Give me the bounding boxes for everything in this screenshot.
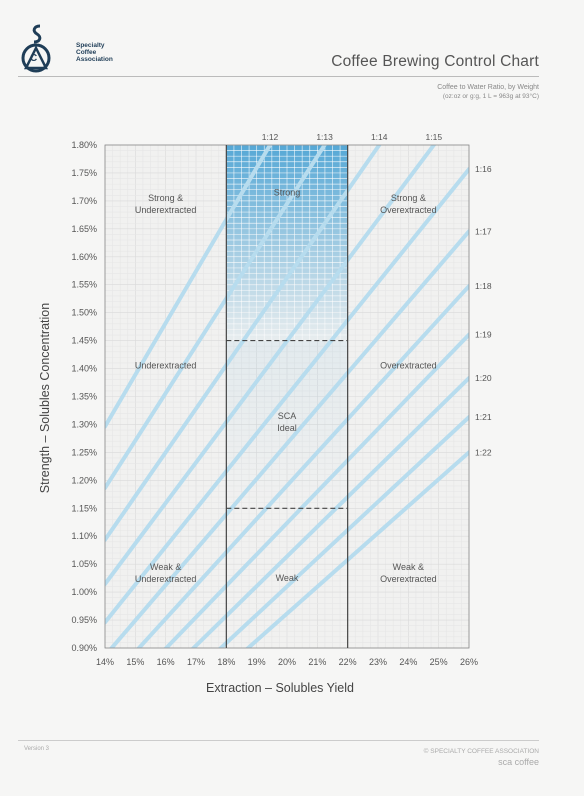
ratio-label: 1:20 xyxy=(475,373,492,383)
y-tick-label: 1.55% xyxy=(71,280,97,290)
x-tick-label: 25% xyxy=(430,657,448,667)
y-tick-label: 0.90% xyxy=(71,643,97,653)
ratio-line xyxy=(190,376,469,648)
ratio-line xyxy=(245,450,469,648)
region-label: Underextracted xyxy=(135,205,197,215)
org-line1: Specialty xyxy=(76,42,105,49)
title-divider xyxy=(18,76,539,77)
brand-name: sca coffee xyxy=(498,757,539,767)
sca-logo: C Specialty Coffee Association xyxy=(20,22,113,76)
y-axis-label: Strength – Solubles Concentration xyxy=(38,303,52,493)
y-tick-label: 1.50% xyxy=(71,308,97,318)
ratio-label: 1:18 xyxy=(475,281,492,291)
region-label: Underextracted xyxy=(135,574,197,584)
ratio-label: 1:13 xyxy=(316,132,333,142)
region-label: Strong xyxy=(274,187,301,197)
ratio-line xyxy=(105,145,382,542)
sca-logo-mark: C xyxy=(21,24,51,73)
y-tick-label: 1.35% xyxy=(71,392,97,402)
region-label: Overextracted xyxy=(380,205,437,215)
x-tick-label: 23% xyxy=(369,657,387,667)
org-line3: Association xyxy=(76,56,113,63)
plot-border xyxy=(104,144,470,649)
region-label: Strong & xyxy=(148,193,183,203)
ratio-label: 1:16 xyxy=(475,164,492,174)
y-tick-label: 1.40% xyxy=(71,364,97,374)
ratio-line xyxy=(105,167,469,625)
y-tick-label: 1.45% xyxy=(71,336,97,346)
ratio-axis-title: Coffee to Water Ratio, by Weight xyxy=(437,84,539,91)
y-tick-label: 1.25% xyxy=(71,447,97,457)
x-tick-label: 15% xyxy=(126,657,144,667)
footer-divider xyxy=(18,740,539,741)
x-tick-label: 19% xyxy=(248,657,266,667)
version-label: Version 3 xyxy=(24,746,50,752)
x-tick-label: 26% xyxy=(460,657,478,667)
region-label: SCA xyxy=(278,411,297,421)
x-axis-label: Extraction – Solubles Yield xyxy=(206,681,354,695)
ratio-label: 1:22 xyxy=(475,447,492,457)
ratio-label: 1:19 xyxy=(475,330,492,340)
y-tick-label: 1.70% xyxy=(71,196,97,206)
org-line2: Coffee xyxy=(76,49,97,56)
region-label: Overextracted xyxy=(380,361,437,371)
page-title: Coffee Brewing Control Chart xyxy=(331,53,539,70)
x-tick-label: 22% xyxy=(339,657,357,667)
region-label: Weak & xyxy=(393,562,424,572)
y-tick-label: 0.95% xyxy=(71,615,97,625)
y-axis-ticks: 0.90% 0.95% 1.00% 1.05% 1.10% 1.15% 1.20% 1.25%… xyxy=(71,140,97,653)
ratio-line xyxy=(136,284,469,648)
y-tick-label: 1.00% xyxy=(71,587,97,597)
y-tick-label: 1.65% xyxy=(71,224,97,234)
region-label: Underextracted xyxy=(135,361,197,371)
region-label: Weak & xyxy=(150,562,181,572)
svg-text:C: C xyxy=(30,53,37,64)
ratio-lines xyxy=(105,145,469,648)
ratio-label: 1:15 xyxy=(426,132,443,142)
x-axis-ticks: 14% 15% 16% 17% 18% 19% 20% 21% 22% 23% 24% 25% 26% xyxy=(96,657,478,667)
y-tick-label: 1.15% xyxy=(71,503,97,513)
ratio-line xyxy=(109,229,469,648)
ratio-label: 1:12 xyxy=(262,132,279,142)
x-tick-label: 16% xyxy=(157,657,175,667)
x-tick-label: 18% xyxy=(217,657,235,667)
y-tick-label: 1.20% xyxy=(71,475,97,485)
ratio-label: 1:14 xyxy=(371,132,388,142)
copyright: © SPECIALTY COFFEE ASSOCIATION xyxy=(423,748,539,755)
ratio-line xyxy=(217,415,469,648)
plot-frame xyxy=(104,144,470,649)
ratio-line xyxy=(163,332,469,648)
ratio-label: 1:21 xyxy=(475,412,492,422)
y-tick-label: 1.30% xyxy=(71,419,97,429)
y-tick-label: 1.10% xyxy=(71,531,97,541)
x-tick-label: 20% xyxy=(278,657,296,667)
ratio-line xyxy=(105,145,273,429)
region-label: Overextracted xyxy=(380,574,437,584)
x-tick-label: 14% xyxy=(96,657,114,667)
x-tick-label: 21% xyxy=(308,657,326,667)
zones xyxy=(225,144,349,509)
y-tick-label: 1.75% xyxy=(71,168,97,178)
region-label: Ideal xyxy=(277,423,297,433)
ratio-line xyxy=(105,145,327,490)
region-label: Weak xyxy=(276,573,299,583)
y-tick-label: 1.80% xyxy=(71,140,97,150)
y-tick-label: 1.60% xyxy=(71,252,97,262)
ratio-label: 1:17 xyxy=(475,226,492,236)
ratio-axis-note: (oz:oz or g:g, 1 L = 963g at 93°C) xyxy=(442,93,539,100)
x-tick-label: 17% xyxy=(187,657,205,667)
ratio-labels: 1:12 1:13 1:14 1:15 1:16 1:17 1:18 1:19 1:20 1:21… xyxy=(262,132,492,457)
x-tick-label: 24% xyxy=(399,657,417,667)
region-label: Strong & xyxy=(391,193,426,203)
region-labels: Strong & Underextracted Strong Strong & Over… xyxy=(135,187,437,583)
y-tick-label: 1.05% xyxy=(71,559,97,569)
